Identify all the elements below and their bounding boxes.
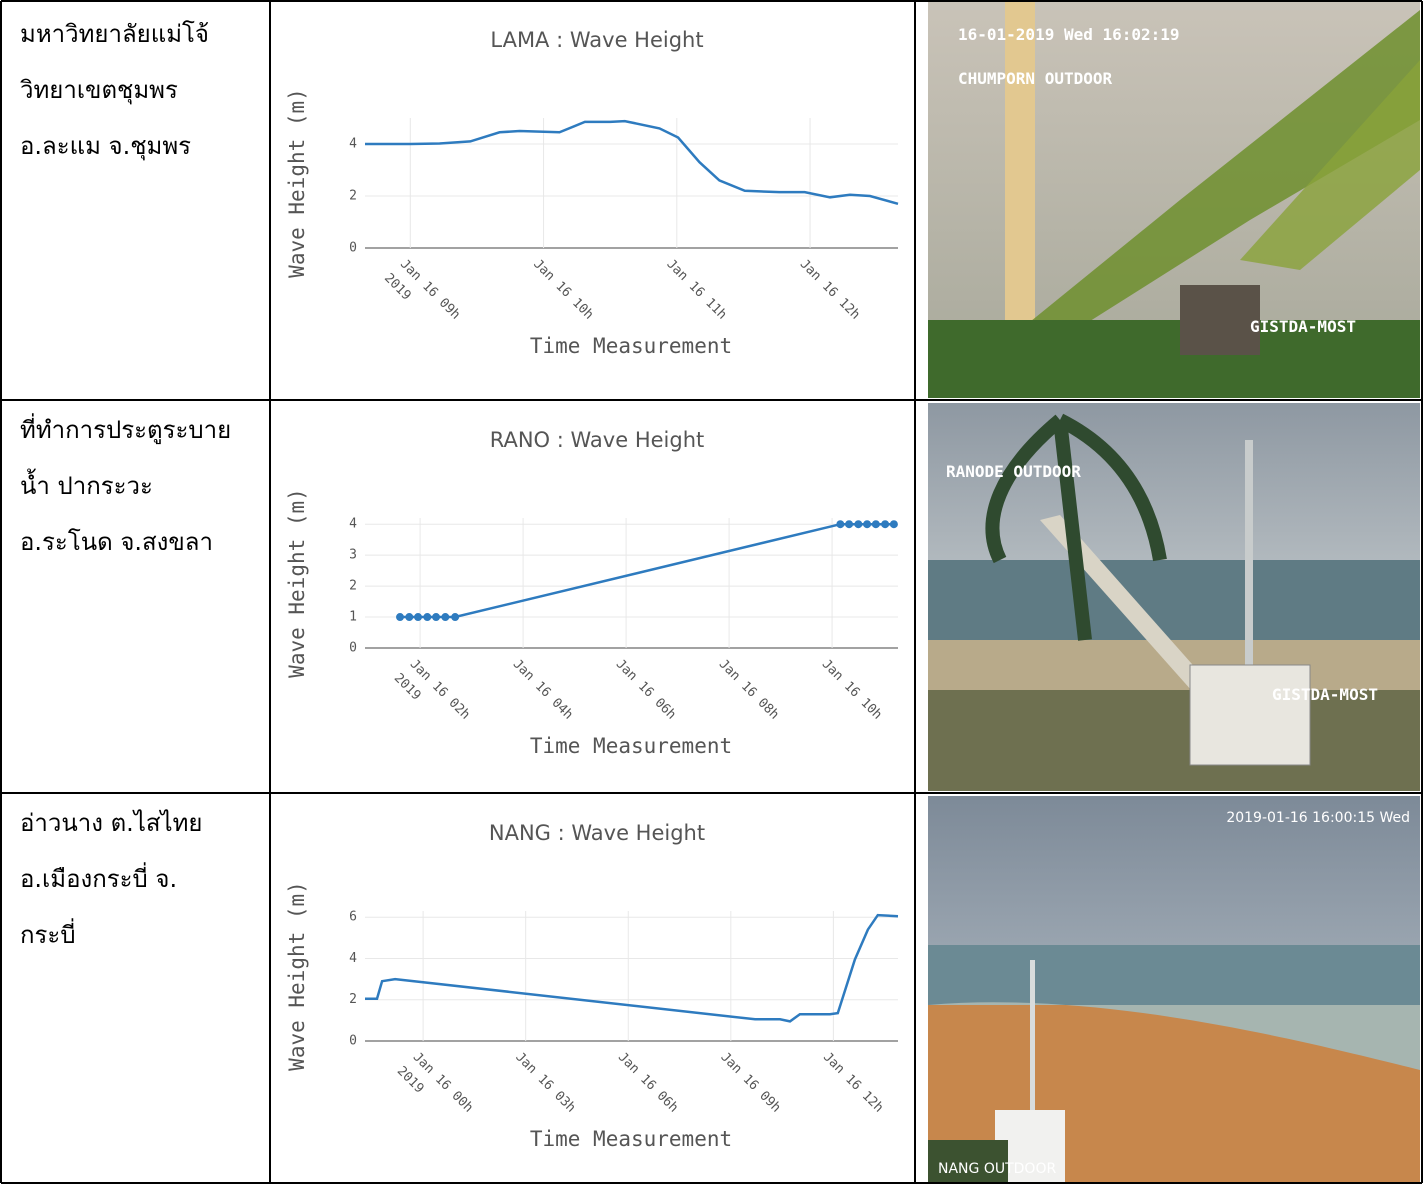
x-tick-label: Jan 16 03h <box>512 1050 578 1116</box>
data-point <box>863 520 872 529</box>
y-tick-label: 2 <box>349 189 357 204</box>
x-tick-label: Jan 16 12h <box>820 1050 886 1116</box>
camera-timestamp: 2019-01-16 16:00:15 Wed <box>1226 810 1410 826</box>
y-tick-label: 0 <box>349 241 357 256</box>
x-axis-label: Time Measurement <box>530 334 732 358</box>
y-tick-label: 3 <box>349 548 357 563</box>
data-point <box>414 613 423 622</box>
chart-title: RANO : Wave Height <box>490 428 705 452</box>
x-tick-label: Jan 16 04h <box>510 657 576 723</box>
data-point <box>854 520 863 529</box>
data-line <box>365 913 899 1023</box>
x-tick-label: Jan 16 06h <box>613 657 679 723</box>
y-axis-label: Wave Height (m) <box>285 488 309 678</box>
data-line <box>365 119 899 206</box>
y-tick-label: 2 <box>349 579 357 594</box>
camera-photo <box>928 796 1420 1182</box>
y-tick-label: 4 <box>349 137 357 152</box>
location-line: มหาวิทยาลัยแม่โจ้ <box>20 20 209 48</box>
data-point <box>396 613 405 622</box>
location-line: กระบี่ <box>20 918 76 949</box>
data-point <box>441 613 450 622</box>
y-tick-label: 4 <box>349 951 357 966</box>
location-line: อ.ละแม จ.ชุมพร <box>20 132 191 161</box>
chart-title: NANG : Wave Height <box>489 821 705 845</box>
data-line <box>400 522 894 619</box>
data-point <box>845 520 854 529</box>
camera-name: RANODE OUTDOOR <box>946 462 1081 481</box>
location-line: น้ำ ปากระวะ <box>20 468 153 500</box>
camera-photo <box>928 403 1420 791</box>
camera-name: NANG OUTDOOR <box>938 1161 1056 1177</box>
y-axis-label: Wave Height (m) <box>285 881 309 1071</box>
x-tick-label: Jan 16 09h <box>718 1050 784 1116</box>
y-tick-label: 1 <box>349 610 357 625</box>
location-line: อ.ระโนด จ.สงขลา <box>20 528 213 556</box>
x-tick-label: Jan 16 10h <box>530 257 596 323</box>
camera-watermark: GISTDA-MOST <box>1250 317 1356 336</box>
location-line: อ.เมืองกระบี่ จ. <box>20 862 177 893</box>
data-point <box>423 613 432 622</box>
y-tick-label: 0 <box>349 1034 357 1049</box>
camera-timestamp: 16-01-2019 Wed 16:02:19 <box>958 25 1180 44</box>
y-tick-label: 4 <box>349 517 357 532</box>
y-axis-label: Wave Height (m) <box>285 88 309 278</box>
x-tick-label: Jan 16 11h <box>664 257 730 323</box>
location-line: อ่าวนาง ต.ไสไทย <box>20 809 202 837</box>
x-tick-label: Jan 16 08h <box>716 657 782 723</box>
data-point <box>871 520 880 529</box>
data-point <box>451 613 460 622</box>
data-point <box>881 520 890 529</box>
data-point <box>889 520 898 529</box>
x-tick-label: Jan 16 10h <box>819 657 885 723</box>
y-tick-label: 6 <box>349 910 357 925</box>
camera-name: CHUMPORN OUTDOOR <box>958 69 1112 88</box>
data-point <box>405 613 414 622</box>
x-tick-label: Jan 16 06h <box>615 1050 681 1116</box>
data-point <box>836 520 845 529</box>
y-tick-label: 2 <box>349 992 357 1007</box>
location-line: ที่ทำการประตูระบาย <box>20 413 231 445</box>
chart-title: LAMA : Wave Height <box>490 28 703 52</box>
location-line: วิทยาเขตชุมพร <box>19 76 177 105</box>
camera-watermark: GISTDA-MOST <box>1272 685 1378 704</box>
data-point <box>432 613 441 622</box>
x-axis-label: Time Measurement <box>530 1127 732 1151</box>
x-tick-label: Jan 16 12h <box>797 257 863 323</box>
x-axis-label: Time Measurement <box>530 734 732 758</box>
y-tick-label: 0 <box>349 641 357 656</box>
camera-photo <box>928 2 1420 398</box>
